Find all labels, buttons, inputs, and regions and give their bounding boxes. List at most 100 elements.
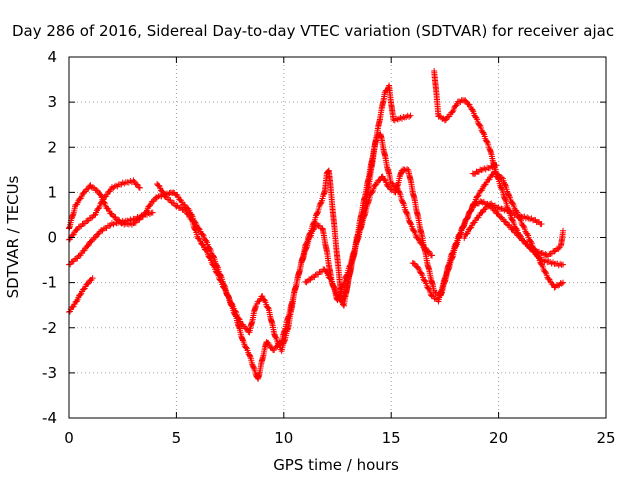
series-track-4 (66, 275, 96, 315)
data-point (493, 162, 500, 169)
data-point (306, 276, 313, 283)
data-point (323, 269, 330, 276)
data-point (421, 277, 428, 284)
data-point (538, 220, 545, 227)
data-point (206, 254, 213, 261)
data-point (436, 112, 443, 119)
data-point (334, 292, 341, 299)
data-point (232, 308, 239, 315)
data-point (476, 122, 483, 129)
x-tick-label: 20 (489, 429, 508, 447)
series-track-2 (66, 177, 143, 243)
data-point (439, 116, 446, 123)
data-point (81, 189, 88, 196)
data-point (509, 217, 516, 224)
data-point (501, 207, 508, 214)
data-point (146, 202, 153, 209)
x-tick-label: 5 (172, 429, 182, 447)
data-point (527, 216, 534, 223)
data-point (421, 277, 428, 284)
data-point (73, 298, 80, 305)
data-point (135, 184, 142, 191)
data-point (542, 269, 549, 276)
data-point (549, 281, 556, 288)
data-point (206, 245, 213, 252)
data-point (406, 113, 413, 120)
data-point (456, 230, 463, 237)
data-point (317, 200, 324, 207)
y-tick-label: -1 (42, 274, 57, 292)
data-point (245, 328, 252, 335)
y-tick-label: 3 (47, 93, 57, 111)
data-point (133, 181, 140, 188)
x-axis-label: GPS time / hours (273, 456, 399, 474)
data-point (513, 208, 520, 215)
data-point (478, 187, 485, 194)
data-point (338, 297, 345, 304)
data-point (339, 283, 346, 290)
data-point (524, 231, 531, 238)
data-point (376, 177, 383, 184)
data-point (505, 192, 512, 199)
data-point (474, 193, 481, 200)
data-point (537, 260, 544, 267)
data-point (314, 209, 321, 216)
data-point (242, 344, 249, 351)
data-point (432, 295, 439, 302)
data-point (469, 107, 476, 114)
data-point (312, 271, 319, 278)
data-point (460, 223, 467, 230)
data-point (429, 252, 436, 259)
x-tick-label: 0 (64, 429, 74, 447)
data-point (555, 262, 562, 269)
data-point (221, 285, 228, 292)
data-point (95, 205, 102, 212)
data-point (84, 281, 91, 288)
data-point (498, 185, 505, 192)
data-point (218, 277, 225, 284)
data-point (243, 344, 250, 351)
data-point (441, 117, 448, 124)
data-point (381, 177, 388, 184)
data-point (400, 199, 407, 206)
data-point (449, 250, 456, 257)
data-point (98, 227, 105, 234)
data-point (184, 211, 191, 218)
y-tick-label: -4 (42, 409, 57, 427)
data-point (84, 243, 91, 250)
data-point (228, 300, 235, 307)
data-point (520, 237, 527, 244)
data-point (188, 216, 195, 223)
axis-ticks: 0 5 10 15 20 25 -4 -3 -2 -1 0 1 2 3 4 (42, 48, 616, 447)
data-point (529, 246, 536, 253)
data-marks (66, 68, 567, 382)
data-point (97, 191, 104, 198)
data-point (264, 304, 271, 311)
data-point (214, 263, 221, 270)
data-point (106, 222, 113, 229)
grid (69, 57, 606, 418)
y-tick-label: 1 (47, 183, 57, 201)
data-point (225, 293, 232, 300)
data-point (88, 215, 95, 222)
data-point (121, 180, 128, 187)
data-point (407, 112, 414, 119)
data-point (538, 261, 545, 268)
data-point (403, 209, 410, 216)
data-point (517, 232, 524, 239)
data-point (89, 275, 96, 282)
data-point (199, 231, 206, 238)
data-point (545, 276, 552, 283)
data-point (138, 212, 145, 219)
data-point (303, 279, 310, 286)
data-point (478, 209, 485, 216)
data-point (265, 304, 272, 311)
y-tick-label: 4 (47, 48, 57, 66)
x-tick-label: 10 (274, 429, 293, 447)
data-point (77, 291, 84, 298)
data-point (543, 251, 550, 258)
data-point (235, 315, 242, 322)
data-point (560, 279, 567, 286)
data-point (551, 248, 558, 255)
series-track-5 (154, 131, 436, 355)
